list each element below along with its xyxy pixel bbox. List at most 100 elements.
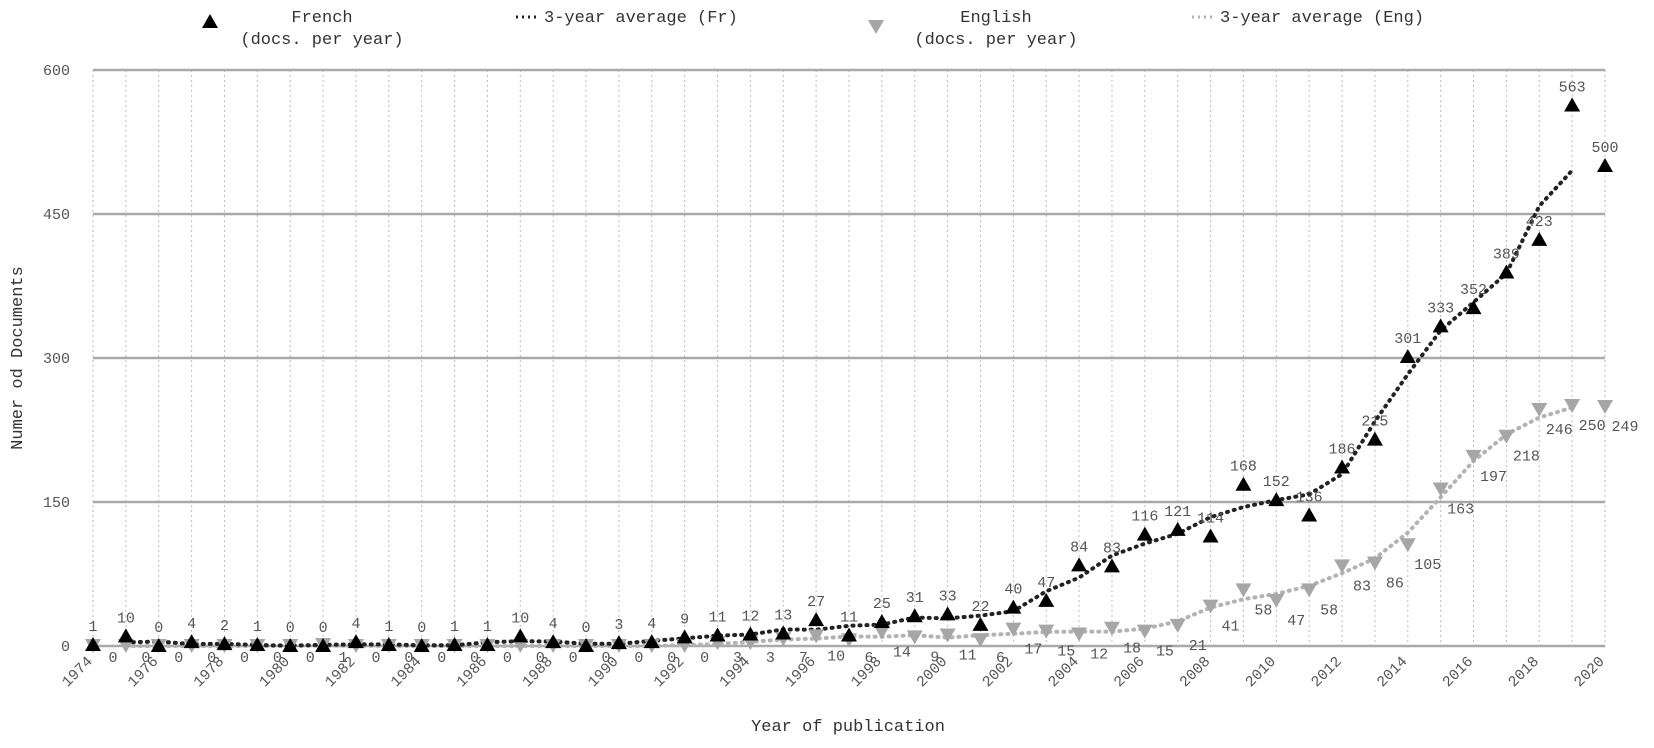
french-point <box>1366 431 1383 446</box>
french-data-label: 500 <box>1591 140 1618 157</box>
french-point <box>1038 592 1055 607</box>
french-point <box>512 628 529 643</box>
english-point <box>1564 399 1581 413</box>
french-data-label: 1 <box>88 619 97 636</box>
french-data-label: 2 <box>220 618 229 635</box>
english-data-label: 0 <box>240 650 249 667</box>
english-data-label: 0 <box>602 650 611 667</box>
english-data-label: 250 <box>1579 418 1606 435</box>
french-point <box>1136 526 1153 541</box>
french-data-label: 33 <box>939 588 957 605</box>
french-data-label: 168 <box>1230 459 1257 476</box>
legend-label-eng-average: 3-year average (Eng) <box>1220 9 1424 28</box>
french-data-label: 4 <box>187 616 196 633</box>
french-point <box>545 634 562 649</box>
english-point <box>972 633 989 648</box>
english-point <box>939 628 956 643</box>
english-point <box>1202 599 1219 614</box>
legend-label-fr-average: 3-year average (Fr) <box>544 9 738 28</box>
french-data-label: 0 <box>417 620 426 637</box>
english-data-label: 3 <box>733 650 742 667</box>
french-data-label: 47 <box>1037 575 1055 592</box>
french-point <box>216 636 233 651</box>
french-data-label: 0 <box>319 620 328 637</box>
english-data-label: 0 <box>371 650 380 667</box>
english-point <box>808 629 825 644</box>
french-point <box>841 627 857 642</box>
x-tick-label: 2020 <box>1571 654 1608 691</box>
english-data-label: 17 <box>1024 642 1042 659</box>
french-data-label: 4 <box>351 616 360 633</box>
legend-label-english-line1: English <box>960 9 1031 28</box>
french-point <box>380 637 397 652</box>
english-data-label: 249 <box>1611 419 1638 436</box>
english-point <box>1301 583 1318 598</box>
legend-item-fr-average: 3-year average (Fr) <box>516 9 738 28</box>
legend-label-french-line1: French <box>291 9 352 28</box>
english-data-label: 218 <box>1513 449 1540 466</box>
english-data-label: 0 <box>503 650 512 667</box>
english-data-label: 86 <box>1386 575 1404 592</box>
french-point <box>282 638 299 652</box>
french-data-label: 1 <box>450 619 459 636</box>
french-point <box>413 638 430 652</box>
y-tick-label: 450 <box>43 207 70 224</box>
french-point <box>775 625 792 640</box>
french-data-label: 4 <box>647 616 656 633</box>
french-point <box>150 638 167 652</box>
french-point <box>117 628 134 643</box>
legend-item-eng-average: 3-year average (Eng) <box>1192 9 1424 28</box>
english-point <box>1268 593 1285 608</box>
french-data-label: 215 <box>1361 414 1388 431</box>
french-data-label: 10 <box>117 610 135 627</box>
y-tick-label: 0 <box>61 639 70 656</box>
french-point <box>446 637 463 652</box>
french-point <box>1103 558 1120 573</box>
series-layer <box>85 97 1613 653</box>
french-point <box>1268 492 1285 507</box>
english-data-label: 14 <box>893 645 911 662</box>
french-data-label: 333 <box>1427 300 1454 317</box>
french-point <box>1564 97 1581 112</box>
french-data-label: 116 <box>1131 509 1158 526</box>
english-point <box>1038 624 1055 639</box>
french-point <box>578 638 595 652</box>
french-point <box>709 627 726 642</box>
x-tick-label: 2006 <box>1111 654 1148 691</box>
english-data-label: 83 <box>1353 578 1371 595</box>
english-point <box>1334 559 1351 574</box>
french-data-label: 11 <box>840 609 858 626</box>
legend-marker-triangle-down <box>868 20 884 34</box>
french-data-label: 0 <box>582 620 591 637</box>
x-tick-label: 2012 <box>1308 654 1345 691</box>
french-point <box>183 634 200 649</box>
english-point <box>1531 402 1548 417</box>
x-tick-label: 2008 <box>1177 654 1214 691</box>
x-tick-label: 2018 <box>1505 654 1542 691</box>
french-point <box>1399 349 1416 364</box>
french-data-label: 10 <box>511 610 529 627</box>
french-data-label: 0 <box>286 620 295 637</box>
french-point <box>1432 318 1449 333</box>
english-data-label: 0 <box>470 650 479 667</box>
english-data-label: 0 <box>667 650 676 667</box>
french-point <box>1334 459 1351 474</box>
english-data-label: 6 <box>864 650 873 667</box>
french-point <box>1531 231 1548 246</box>
legend-label-english-line2: (docs. per year) <box>914 31 1077 50</box>
english-point <box>1235 583 1252 598</box>
french-point <box>1235 476 1252 491</box>
french-point <box>85 637 101 652</box>
english-point <box>1071 627 1088 642</box>
english-data-label: 58 <box>1254 602 1272 619</box>
french-data-label: 121 <box>1164 504 1191 521</box>
french-point <box>676 629 693 644</box>
french-data-label: 114 <box>1197 511 1224 528</box>
english-point <box>1597 399 1613 414</box>
x-tick-label: 2014 <box>1374 654 1411 691</box>
x-tick-label: 2016 <box>1440 654 1477 691</box>
english-point <box>512 639 529 653</box>
french-data-label: 83 <box>1103 540 1121 557</box>
